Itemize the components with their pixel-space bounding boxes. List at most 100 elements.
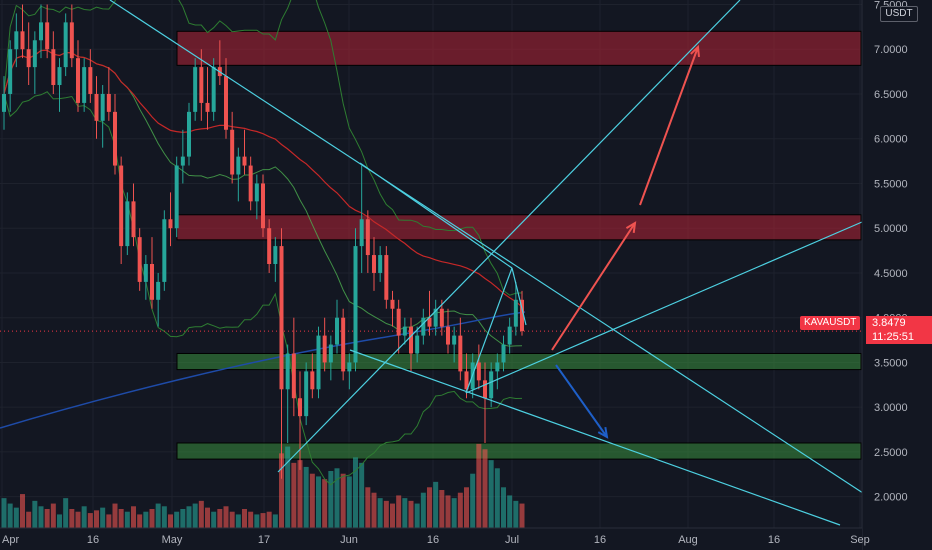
- volume-bar: [44, 509, 50, 528]
- last-price-value: 3.8479: [872, 317, 906, 329]
- resistance-zone: [176, 30, 862, 66]
- volume-bar: [414, 503, 420, 528]
- volume-bar: [211, 511, 217, 528]
- volume-bar: [396, 495, 402, 528]
- candle-body: [63, 22, 68, 68]
- candle-body: [94, 93, 99, 121]
- volume-bar: [451, 498, 457, 528]
- candle-body: [205, 102, 210, 112]
- volume-bar: [402, 498, 408, 528]
- candle-body: [353, 246, 358, 363]
- candle-body: [32, 40, 37, 68]
- volume-bar: [427, 487, 432, 528]
- currency-unit-badge[interactable]: USDT: [880, 6, 918, 22]
- volume-bar: [291, 462, 297, 528]
- trend-line: [349, 349, 841, 526]
- volume-bar: [464, 487, 469, 528]
- volume-bar: [334, 468, 340, 528]
- candle-body: [341, 317, 346, 372]
- volume-bar: [137, 514, 143, 528]
- volume-bar: [192, 503, 198, 528]
- volume-bar: [69, 509, 75, 528]
- symbol-price-label: KAVAUSDT: [800, 316, 861, 330]
- time-tick-label: Jul: [505, 534, 519, 546]
- volume-bar: [470, 473, 476, 528]
- candle-body: [372, 255, 376, 273]
- candle-body: [20, 31, 25, 50]
- candle-body: [285, 353, 290, 390]
- candle-body: [452, 335, 457, 345]
- time-tick-label: Apr: [2, 534, 19, 546]
- volume-bar: [7, 503, 13, 528]
- candle-body: [298, 398, 302, 417]
- volume-bar: [371, 492, 377, 528]
- candle-body: [199, 67, 204, 103]
- candle-body: [328, 344, 333, 363]
- candle-body: [100, 93, 105, 121]
- volume-bar: [50, 503, 56, 528]
- volume-bar: [75, 511, 81, 528]
- trend-line: [465, 221, 863, 394]
- candle-body: [409, 326, 413, 354]
- volume-bar: [198, 500, 204, 528]
- bollinger-upper: [3, 0, 523, 296]
- time-tick-label: May: [162, 534, 183, 546]
- candle-body: [88, 67, 93, 94]
- candle-body: [489, 371, 494, 399]
- candle-body: [335, 317, 339, 345]
- candle-body: [8, 49, 13, 94]
- volume-bar: [457, 492, 463, 528]
- volume-bar: [1, 498, 7, 528]
- volume-bar: [266, 511, 272, 528]
- price-axis-background: [862, 0, 932, 550]
- trend-line: [465, 267, 513, 394]
- candle-body: [402, 326, 407, 336]
- candle-body: [113, 111, 117, 166]
- candlesticks: [2, 4, 524, 479]
- volume-bar: [223, 506, 229, 528]
- volume-bar: [513, 500, 519, 528]
- volume-bar: [149, 509, 155, 528]
- candle-body: [446, 326, 450, 345]
- price-tick-label: 6.0000: [874, 134, 908, 146]
- resistance-zone: [176, 214, 862, 241]
- candle-countdown: 11:25:51: [872, 331, 915, 343]
- support-zone: [176, 442, 862, 460]
- volume-bar: [519, 503, 525, 528]
- candle-body: [433, 308, 438, 327]
- volume-bar: [242, 509, 247, 528]
- bearish-arrow-head: [597, 426, 609, 439]
- volume-bar: [143, 511, 149, 528]
- volume-bar: [118, 509, 124, 528]
- bearish-arrow: [555, 364, 608, 438]
- volume-bar: [248, 511, 254, 528]
- volume-bar: [217, 509, 223, 528]
- price-axis[interactable]: 2.00002.50003.00003.50004.00004.50005.00…: [861, 0, 932, 550]
- candle-body: [347, 362, 352, 372]
- bullish-arrow-1-head: [625, 221, 637, 234]
- volume-bar: [439, 490, 445, 528]
- price-tick-label: 6.5000: [874, 89, 908, 101]
- volume-bar: [63, 498, 69, 528]
- volume-bar: [229, 511, 235, 528]
- volume-bar: [494, 468, 500, 528]
- candle-body: [82, 67, 87, 103]
- candle-body: [168, 219, 173, 229]
- time-axis[interactable]: Apr 16 May 17 Jun 16 Jul 16 Aug 16 Sep: [0, 527, 870, 550]
- candle-body: [45, 22, 50, 50]
- volume-bar: [81, 506, 87, 528]
- candle-body: [427, 317, 432, 327]
- volume-bar: [408, 500, 414, 528]
- volume-bar: [279, 453, 284, 528]
- candle-body: [51, 49, 56, 86]
- volume-bar: [155, 503, 161, 528]
- volume-bar: [322, 479, 328, 528]
- trend-line: [277, 0, 741, 473]
- time-tick-label: 16: [87, 534, 99, 546]
- trend-line: [109, 0, 867, 496]
- volume-bar: [112, 503, 118, 528]
- volume-bar: [161, 506, 167, 528]
- candle-body: [106, 93, 111, 112]
- trend-lines: [109, 0, 867, 526]
